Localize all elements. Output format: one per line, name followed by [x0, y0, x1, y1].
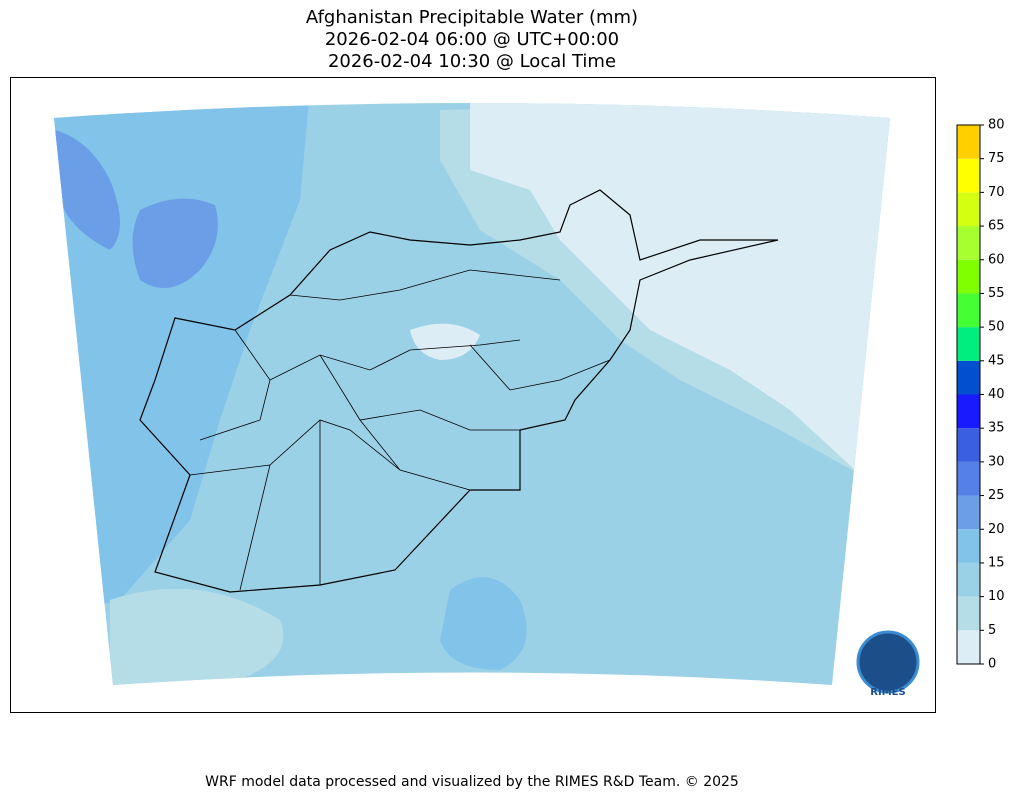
- colorbar-segment: [957, 394, 980, 429]
- colorbar-segment: [957, 562, 980, 597]
- colorbar-tick-label: 70: [988, 185, 1005, 200]
- colorbar-tick-label: 10: [988, 589, 1005, 604]
- colorbar-tick-label: 45: [988, 353, 1005, 368]
- colorbar-segment: [957, 226, 980, 260]
- colorbar-tick-label: 80: [988, 118, 1005, 133]
- colorbar-tick-label: 30: [988, 454, 1005, 469]
- colorbar-tick-label: 75: [988, 151, 1005, 166]
- title-line: 2026-02-04 06:00 @ UTC+00:00: [325, 29, 619, 50]
- colorbar-segment: [957, 192, 980, 227]
- province-borders: [189, 269, 611, 591]
- field-patch: [470, 103, 890, 470]
- colorbar-tick-label: 50: [988, 320, 1005, 335]
- field-patch: [410, 323, 480, 360]
- colorbar-tick-label: 20: [988, 522, 1005, 537]
- colorbar-segment: [957, 461, 980, 496]
- colorbar-tick-label: 60: [988, 252, 1005, 267]
- country-outline: [139, 189, 779, 593]
- colorbar-tick-label: 55: [988, 286, 1005, 301]
- colorbar-tick-label: 0: [988, 657, 996, 672]
- colorbar-segment: [957, 327, 980, 361]
- field-patch: [110, 588, 284, 685]
- field-patch: [440, 577, 527, 670]
- field-patch: [55, 130, 120, 250]
- title-line: 2026-02-04 10:30 @ Local Time: [328, 51, 616, 72]
- colorbar-segment: [957, 529, 980, 563]
- colorbar-segment: [957, 596, 980, 631]
- title-line: Afghanistan Precipitable Water (mm): [306, 7, 638, 28]
- colorbar-segment: [957, 259, 980, 294]
- colorbar-tick-label: 65: [988, 219, 1005, 234]
- colorbar-tick-label: 35: [988, 421, 1005, 436]
- logo-text: RIMES: [870, 687, 905, 698]
- colorbar: 0 5 10 15 20 25 30 35 40 45 50 55 60 65 70 75 80: [956, 118, 1005, 672]
- colorbar-segment: [957, 630, 980, 664]
- colorbar-tick-label: 5: [988, 623, 996, 638]
- colorbar-segment: [957, 125, 980, 159]
- colorbar-segment: [957, 158, 980, 193]
- map-frame: [10, 77, 936, 713]
- colorbar-segment: [957, 293, 980, 328]
- map-field: [54, 103, 890, 685]
- logo-emblem: [856, 630, 920, 694]
- colorbar-tick-label: 25: [988, 488, 1005, 503]
- colorbar-segment: [957, 495, 980, 530]
- colorbar-segment: [957, 360, 980, 395]
- colorbar-tick-label: 15: [988, 555, 1005, 570]
- field-patch: [132, 198, 218, 288]
- colorbar-segment: [957, 428, 980, 462]
- colorbar-tick-label: 40: [988, 387, 1005, 402]
- footer: WRF model data processed and visualized …: [205, 774, 739, 790]
